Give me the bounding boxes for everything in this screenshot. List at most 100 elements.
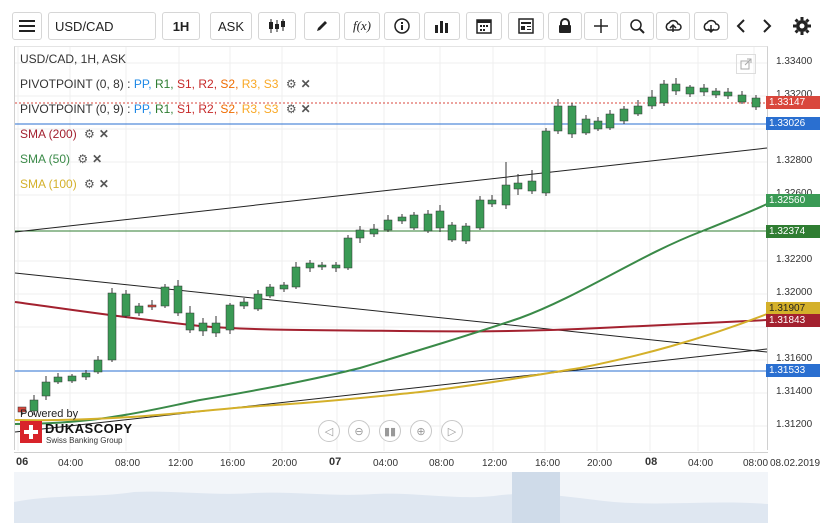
navigator-window[interactable] (512, 472, 560, 523)
pivot-1-settings-icon[interactable]: ⚙ (285, 77, 297, 91)
triangle-left-icon: ◁ (324, 425, 334, 438)
download-button[interactable] (694, 12, 728, 40)
pivot-r2-label: R2, (198, 102, 218, 116)
download-icon (703, 19, 720, 34)
news-icon (518, 18, 534, 34)
chart-header: USD/CAD, 1H, ASK (20, 52, 127, 66)
price-label: 1.32000 (776, 287, 813, 298)
nav-left-button[interactable]: ◁ (318, 420, 340, 442)
reset-view-button[interactable]: ▮▮ (379, 420, 401, 442)
zoom-icon (630, 19, 645, 34)
time-label: 08:00 (743, 458, 769, 469)
pivot-pp-tag: 1.33026 (766, 117, 820, 130)
scroll-right-button[interactable] (756, 12, 778, 40)
pencil-icon (317, 21, 327, 31)
time-label: 08:00 (115, 458, 141, 469)
price-label: 1.32800 (776, 155, 813, 166)
navigator-sparkline (14, 472, 768, 523)
nav-right-button[interactable]: ▷ (441, 420, 463, 442)
chevron-right-icon (763, 19, 772, 33)
crosshair-icon (594, 19, 608, 33)
pivot-s2-label: S2, (220, 77, 239, 91)
lock-button[interactable] (548, 12, 582, 40)
powered-by-label: Powered by (20, 408, 79, 420)
time-label: 04:00 (58, 458, 84, 469)
chart-area[interactable] (14, 46, 768, 450)
pivot-s1-label: S1, (177, 77, 196, 91)
expand-icon (740, 58, 752, 70)
pivot-2-name: PIVOTPOINT (0, 9) (20, 102, 124, 116)
last-price-tag: 1.33147 (766, 96, 820, 109)
pivot-r3-label: R3, (241, 102, 261, 116)
price-label: 1.32600 (776, 188, 812, 199)
lock-icon (559, 18, 571, 33)
sma-50-remove-icon[interactable]: ✕ (92, 152, 103, 166)
price-label: 1.31200 (776, 419, 813, 430)
news-button[interactable] (508, 12, 544, 40)
side-button[interactable]: ASK (210, 12, 252, 40)
toolbar: USD/CAD 1H ASK f(x) (0, 0, 826, 46)
brand-tagline: Swiss Banking Group (46, 436, 123, 445)
sma-100-settings-icon[interactable]: ⚙ (84, 177, 95, 191)
pivot-s2-label: S2, (220, 102, 239, 116)
function-button[interactable]: f(x) (344, 12, 380, 40)
sma-50-settings-icon[interactable]: ⚙ (77, 152, 89, 166)
zoom-button[interactable] (620, 12, 654, 40)
time-label: 06 (16, 456, 29, 468)
expand-button[interactable] (736, 54, 756, 74)
sma-50-tag: 1.32560 (766, 194, 820, 207)
candles-icon (269, 19, 285, 33)
legend-pivot-1: PIVOTPOINT (0, 8) : PP, R1, S1, R2, S2, … (20, 77, 311, 91)
menu-icon (19, 20, 35, 32)
draw-button[interactable] (304, 12, 340, 40)
legend-sma-100: SMA (100) ⚙ ✕ (20, 177, 109, 191)
crosshair-button[interactable] (584, 12, 618, 40)
time-label: 12:00 (168, 458, 194, 469)
bar-chart-icon (435, 21, 448, 33)
reset-icon: ▮▮ (383, 425, 397, 438)
pivot-pp-label: PP, (133, 102, 152, 116)
calendar-button[interactable] (466, 12, 502, 40)
legend-pivot-2: PIVOTPOINT (0, 9) : PP, R1, S1, R2, S2, … (20, 102, 311, 116)
volume-button[interactable] (424, 12, 460, 40)
symbol-input[interactable]: USD/CAD (48, 12, 156, 40)
chart-type-button[interactable] (258, 12, 296, 40)
chevron-left-icon (736, 19, 745, 33)
scroll-left-button[interactable] (730, 12, 752, 40)
upload-button[interactable] (656, 12, 690, 40)
price-label: 1.31400 (776, 386, 813, 397)
sma-200-remove-icon[interactable]: ✕ (98, 127, 109, 141)
price-label: 1.33400 (776, 56, 813, 67)
navigator-strip[interactable] (14, 472, 768, 523)
info-button[interactable] (384, 12, 420, 40)
pivot-1-remove-icon[interactable]: ✕ (300, 77, 311, 91)
time-label: 20:00 (272, 458, 298, 469)
zoom-in-button[interactable]: ⊕ (410, 420, 432, 442)
time-label: 04:00 (373, 458, 399, 469)
pivot-s3-label: S3 (263, 102, 279, 116)
time-label: 08:00 (429, 458, 455, 469)
gear-icon (793, 17, 811, 35)
settings-button[interactable] (788, 12, 816, 40)
time-label: 16:00 (220, 458, 246, 469)
zoom-in-icon: ⊕ (416, 425, 426, 438)
zoom-out-button[interactable]: ⊖ (348, 420, 370, 442)
time-label: 08 (645, 456, 658, 468)
sma-100-label: SMA (100) (20, 177, 77, 191)
menu-button[interactable] (12, 12, 42, 40)
sma-200-tag: 1.31843 (766, 314, 820, 327)
info-icon (394, 18, 410, 34)
time-label: 12:00 (482, 458, 508, 469)
pivot-2-settings-icon[interactable]: ⚙ (285, 102, 297, 116)
time-axis-line (14, 452, 768, 453)
time-label: 16:00 (535, 458, 561, 469)
pivot-1-name: PIVOTPOINT (0, 8) (20, 77, 124, 91)
sma-200-settings-icon[interactable]: ⚙ (84, 127, 95, 141)
sma-100-remove-icon[interactable]: ✕ (98, 177, 109, 191)
date-label: 08.02.2019 (770, 458, 821, 469)
timeframe-button[interactable]: 1H (162, 12, 200, 40)
pivot-r2-label: R2, (198, 77, 218, 91)
pivot-2-remove-icon[interactable]: ✕ (300, 102, 311, 116)
time-label: 20:00 (587, 458, 613, 469)
triangle-right-icon: ▷ (447, 425, 457, 438)
